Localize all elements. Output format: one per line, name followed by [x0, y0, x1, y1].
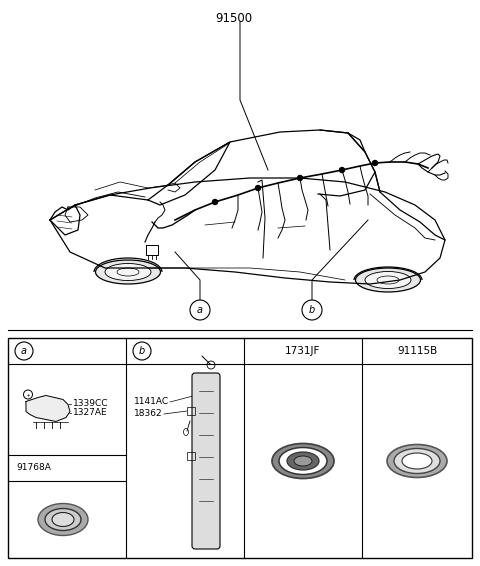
Bar [8, 338, 472, 558]
Text: 1141AC: 1141AC [134, 397, 169, 406]
Circle shape [255, 186, 261, 191]
Text: 1339CC: 1339CC [73, 399, 108, 408]
Text: 1731JF: 1731JF [285, 346, 321, 356]
Ellipse shape [272, 444, 334, 478]
Bar [187, 407, 195, 415]
Polygon shape [26, 396, 70, 422]
Text: a: a [21, 346, 27, 356]
Ellipse shape [294, 456, 312, 466]
Text: 91500: 91500 [215, 11, 252, 24]
Circle shape [339, 168, 345, 173]
Text: 18362: 18362 [134, 409, 163, 418]
Text: a: a [197, 305, 203, 315]
Circle shape [190, 300, 210, 320]
Ellipse shape [394, 448, 440, 474]
Text: 91115B: 91115B [397, 346, 437, 356]
FancyBboxPatch shape [192, 373, 220, 549]
Text: 91768A: 91768A [16, 464, 51, 473]
Ellipse shape [105, 264, 151, 281]
Ellipse shape [38, 504, 88, 535]
Bar [187, 452, 195, 460]
Text: b: b [139, 346, 145, 356]
Ellipse shape [356, 268, 420, 292]
Circle shape [133, 342, 151, 360]
Text: b: b [309, 305, 315, 315]
Ellipse shape [52, 512, 74, 526]
Circle shape [302, 300, 322, 320]
Circle shape [213, 199, 217, 204]
Text: 1327AE: 1327AE [73, 408, 108, 417]
Ellipse shape [45, 508, 81, 530]
Ellipse shape [387, 444, 447, 478]
Ellipse shape [279, 448, 327, 474]
Ellipse shape [365, 272, 411, 289]
Ellipse shape [96, 260, 160, 284]
Ellipse shape [287, 452, 319, 470]
Circle shape [372, 161, 377, 165]
Ellipse shape [402, 453, 432, 469]
Circle shape [15, 342, 33, 360]
Circle shape [298, 175, 302, 181]
